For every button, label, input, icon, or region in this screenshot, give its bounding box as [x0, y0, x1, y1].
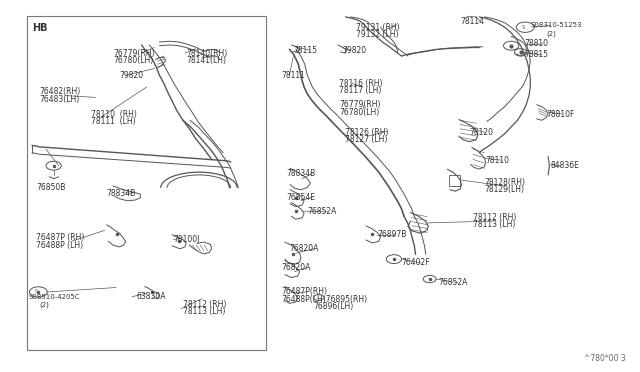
Text: 76850B: 76850B	[36, 183, 66, 192]
Text: 84836E: 84836E	[550, 161, 580, 170]
Text: 78128(RH): 78128(RH)	[484, 178, 525, 187]
Text: 78112 (RH): 78112 (RH)	[473, 213, 516, 222]
Text: S: S	[522, 25, 525, 30]
Text: 76820A: 76820A	[282, 263, 311, 272]
Text: 63830A: 63830A	[136, 292, 166, 301]
Text: (2): (2)	[40, 302, 49, 308]
Text: ^780*00 3: ^780*00 3	[584, 354, 626, 363]
Text: 76852A: 76852A	[307, 207, 337, 217]
Text: 78114: 78114	[460, 17, 484, 26]
Text: 78110  (RH): 78110 (RH)	[91, 109, 136, 119]
Text: 78834B: 78834B	[106, 189, 136, 198]
Text: 76487P (RH): 76487P (RH)	[36, 233, 85, 242]
Text: 79820: 79820	[342, 46, 367, 55]
Text: 76483(LH): 76483(LH)	[40, 95, 80, 104]
Bar	[27, 16, 266, 350]
Text: 76897B: 76897B	[378, 230, 407, 239]
Text: 78834B: 78834B	[286, 169, 316, 178]
Text: 78110: 78110	[486, 155, 509, 165]
Text: 78127 (LH): 78127 (LH)	[346, 135, 388, 144]
Text: 76779(RH): 76779(RH)	[113, 49, 154, 58]
Text: 78117 (LH): 78117 (LH)	[339, 86, 381, 95]
Text: 78113 (LH): 78113 (LH)	[473, 220, 515, 229]
Text: 78126 (RH): 78126 (RH)	[346, 128, 389, 137]
Text: 78111: 78111	[282, 71, 306, 80]
Text: 76852A: 76852A	[438, 278, 467, 287]
Text: S08510-4205C: S08510-4205C	[28, 294, 80, 300]
Text: 79820: 79820	[119, 71, 143, 80]
Text: 76402F: 76402F	[401, 258, 430, 267]
Text: S: S	[35, 289, 38, 295]
Text: 78815: 78815	[524, 51, 548, 60]
Text: 78141(LH): 78141(LH)	[186, 56, 226, 65]
Text: 76780(LH): 76780(LH)	[339, 108, 380, 117]
Text: 76896(LH): 76896(LH)	[314, 302, 354, 311]
Text: 78116 (RH): 78116 (RH)	[339, 79, 383, 88]
Text: 79131 (RH): 79131 (RH)	[356, 23, 399, 32]
Text: 76780(LH): 76780(LH)	[113, 56, 153, 65]
Text: 76487P(RH): 76487P(RH)	[282, 288, 328, 296]
Text: 76854E: 76854E	[286, 193, 316, 202]
Text: 76482(RH): 76482(RH)	[40, 87, 81, 96]
Text: 78129(LH): 78129(LH)	[484, 185, 524, 194]
Text: 76488P (LH): 76488P (LH)	[36, 241, 84, 250]
Text: S08310-51253: S08310-51253	[531, 22, 582, 28]
Text: 78810: 78810	[524, 39, 548, 48]
Text: 79132 (LH): 79132 (LH)	[356, 30, 398, 39]
Text: 78120: 78120	[470, 128, 493, 137]
Text: 78810F: 78810F	[546, 109, 575, 119]
Bar	[449, 175, 460, 186]
Text: (2): (2)	[546, 31, 556, 37]
Text: 78112 (RH): 78112 (RH)	[183, 300, 227, 309]
Text: 76488P(LH)76895(RH): 76488P(LH)76895(RH)	[282, 295, 368, 304]
Text: 78140(RH): 78140(RH)	[186, 49, 227, 58]
Text: 78111  (LH): 78111 (LH)	[91, 117, 135, 126]
Text: HB: HB	[32, 23, 47, 33]
Text: 78100J: 78100J	[173, 235, 200, 244]
Text: 76779(RH): 76779(RH)	[339, 100, 381, 109]
Text: 76820A: 76820A	[289, 244, 319, 253]
Text: 78113 (LH): 78113 (LH)	[183, 307, 225, 316]
Text: 78115: 78115	[293, 46, 317, 55]
